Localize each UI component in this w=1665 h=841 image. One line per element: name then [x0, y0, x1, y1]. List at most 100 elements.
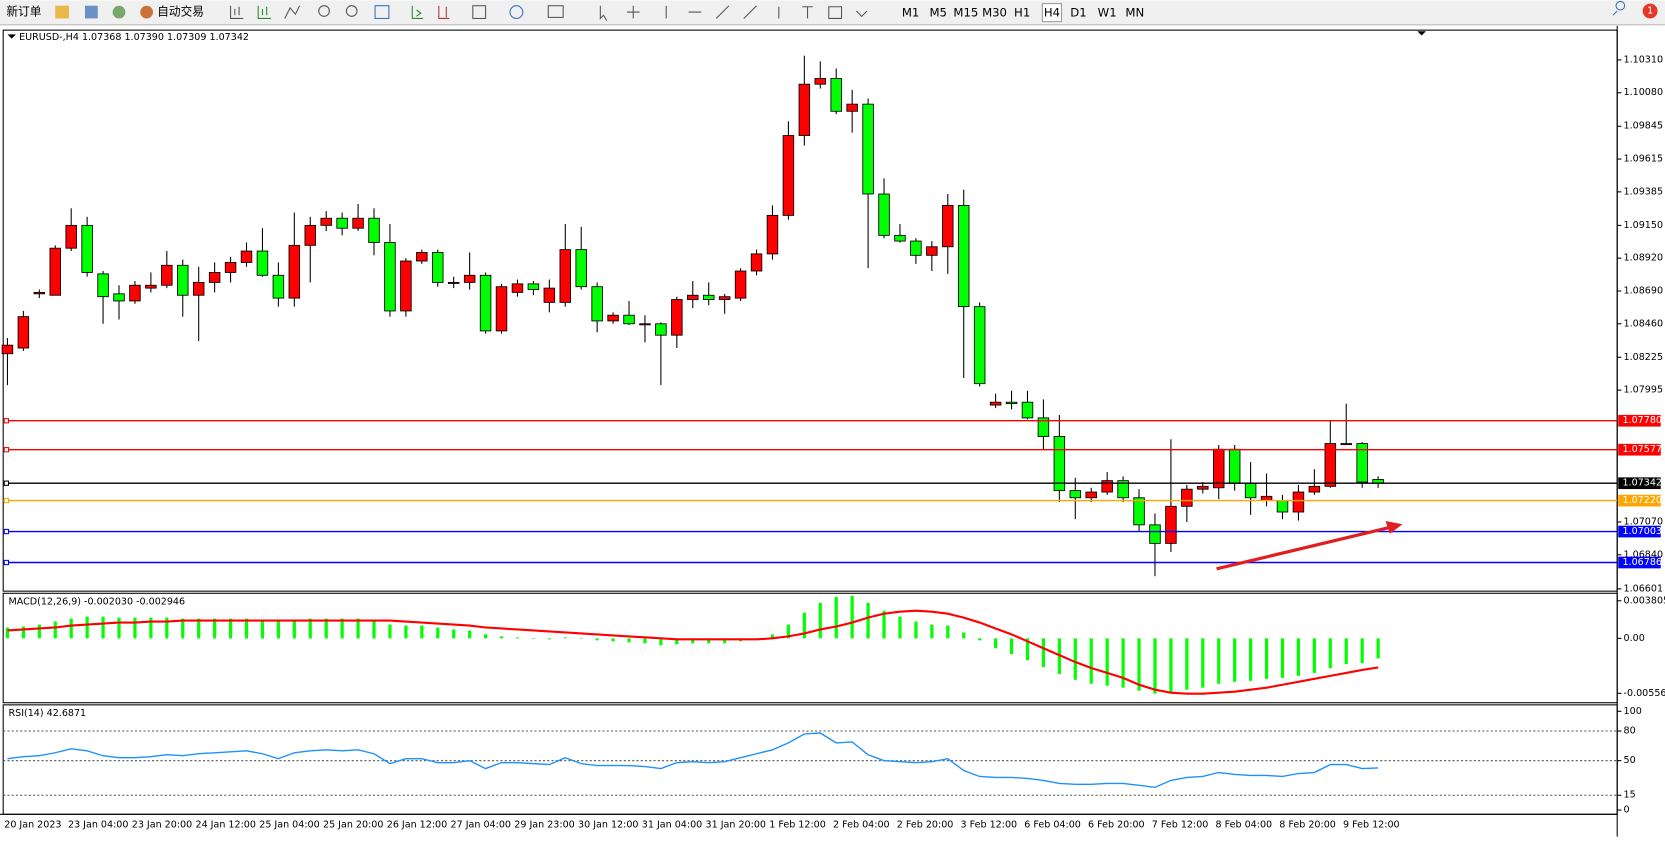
macd-bar [292, 619, 296, 639]
icon[interactable] [411, 5, 423, 19]
candle-body [702, 294, 715, 300]
candle-body [81, 224, 93, 273]
new-order[interactable]: 新订单 [6, 5, 41, 19]
macd-bar [723, 638, 727, 644]
candle-body [655, 323, 667, 336]
x-tick-label: 6 Feb 20:00 [1088, 819, 1145, 830]
icon[interactable] [438, 5, 450, 19]
macd-bar [1280, 638, 1285, 678]
macd-bar [372, 619, 376, 639]
price-label-box [1618, 443, 1661, 456]
icon[interactable] [284, 5, 301, 19]
icon[interactable] [140, 5, 154, 19]
candle-body [862, 103, 874, 195]
icon[interactable] [85, 5, 98, 19]
candle-body [1197, 485, 1209, 490]
candle-body [400, 260, 412, 312]
timeframe-button[interactable]: M15 [953, 6, 978, 20]
candle-body [527, 283, 540, 290]
x-tick-label: 1 Feb 12:00 [769, 819, 826, 830]
macd-bar [707, 638, 711, 644]
icon[interactable] [547, 5, 564, 18]
x-tick-label: 8 Feb 04:00 [1216, 819, 1273, 830]
candle-body [1244, 483, 1257, 499]
candle-body [1149, 524, 1161, 544]
timeframe-button[interactable]: M30 [982, 6, 1007, 20]
macd-bar [1025, 638, 1030, 661]
candle-body [65, 224, 77, 249]
y-tick-label: 1.06601 [1624, 583, 1663, 594]
macd-bar [468, 630, 472, 639]
macd-bar [1169, 638, 1173, 693]
price-line-handle [3, 559, 10, 566]
candle-body [1292, 491, 1305, 513]
icon[interactable] [55, 5, 70, 19]
x-tick-label: 30 Jan 12:00 [578, 819, 638, 830]
macd-bar [117, 617, 121, 639]
notification-count[interactable]: 1 [1647, 6, 1653, 17]
icon[interactable] [599, 5, 608, 21]
icon[interactable] [626, 5, 640, 19]
candle-body [591, 286, 603, 322]
icon[interactable] [112, 5, 126, 19]
macd-bar [276, 620, 280, 639]
auto-trade[interactable]: 自动交易 [157, 5, 204, 19]
candle-body [894, 234, 906, 242]
timeframes: M1 M5 M15 M30 H1 H4 D1 W1 MN [902, 6, 1144, 20]
icon[interactable] [802, 6, 868, 19]
timeframe-button[interactable]: H1 [1014, 6, 1030, 20]
candle-body [336, 217, 348, 229]
candle-body [798, 83, 811, 136]
timeframe-button[interactable]: M5 [929, 6, 947, 20]
candle-body [782, 135, 795, 216]
candle-body [304, 224, 316, 246]
icon[interactable] [472, 5, 487, 19]
icon[interactable] [509, 5, 524, 19]
macd-bar [165, 617, 169, 639]
macd-bar [85, 616, 89, 639]
candle-body [288, 244, 301, 299]
icon[interactable] [230, 5, 244, 19]
macd-bar [547, 638, 551, 640]
icon[interactable] [1612, 0, 1626, 16]
candle-body [942, 204, 954, 248]
macd-bar [675, 638, 679, 645]
icon[interactable] [345, 5, 358, 17]
icon[interactable] [318, 5, 330, 17]
candle-body [830, 78, 842, 112]
candle-body [320, 217, 332, 226]
icon[interactable] [257, 5, 271, 19]
timeframe-button[interactable]: M1 [902, 6, 920, 20]
notification-badge[interactable] [1642, 3, 1658, 19]
candle-body [17, 316, 30, 349]
candle-body [1037, 417, 1050, 437]
macd-bar [882, 610, 886, 639]
macd-bar [1233, 638, 1237, 682]
y-tick-label: 1.06840 [1624, 549, 1663, 560]
candle-body [1, 344, 14, 355]
x-tick-label: 7 Feb 12:00 [1152, 819, 1209, 830]
candle-body [1005, 401, 1018, 405]
timeframe-button[interactable]: D1 [1070, 6, 1086, 20]
candle-body [718, 296, 731, 300]
candle-body [432, 252, 444, 283]
icon[interactable] [665, 5, 780, 19]
macd-bar [1009, 638, 1014, 655]
macd-bar [1041, 638, 1046, 667]
macd-bar [627, 638, 631, 643]
timeframe-button[interactable]: H4 [1044, 6, 1060, 20]
candle-body [846, 103, 858, 112]
macd-bar [181, 618, 185, 639]
candle-body [192, 281, 205, 296]
plot: 1.10310 1.10080 1.09845 1.09615 1.09385 1.091… [1, 54, 1665, 830]
icon[interactable] [374, 5, 390, 19]
macd-bar [1296, 638, 1301, 676]
macd-bar [324, 618, 328, 639]
candle-body [463, 274, 476, 283]
timeframe-button[interactable]: W1 [1098, 6, 1117, 20]
macd-bar [420, 625, 424, 639]
candle-body [177, 264, 189, 296]
timeframe-button[interactable]: MN [1125, 6, 1144, 20]
chart-title: EURUSD-,H4 1.07368 1.07390 1.07309 1.073… [19, 32, 249, 43]
y-tick-label: 1.07995 [1624, 385, 1663, 396]
